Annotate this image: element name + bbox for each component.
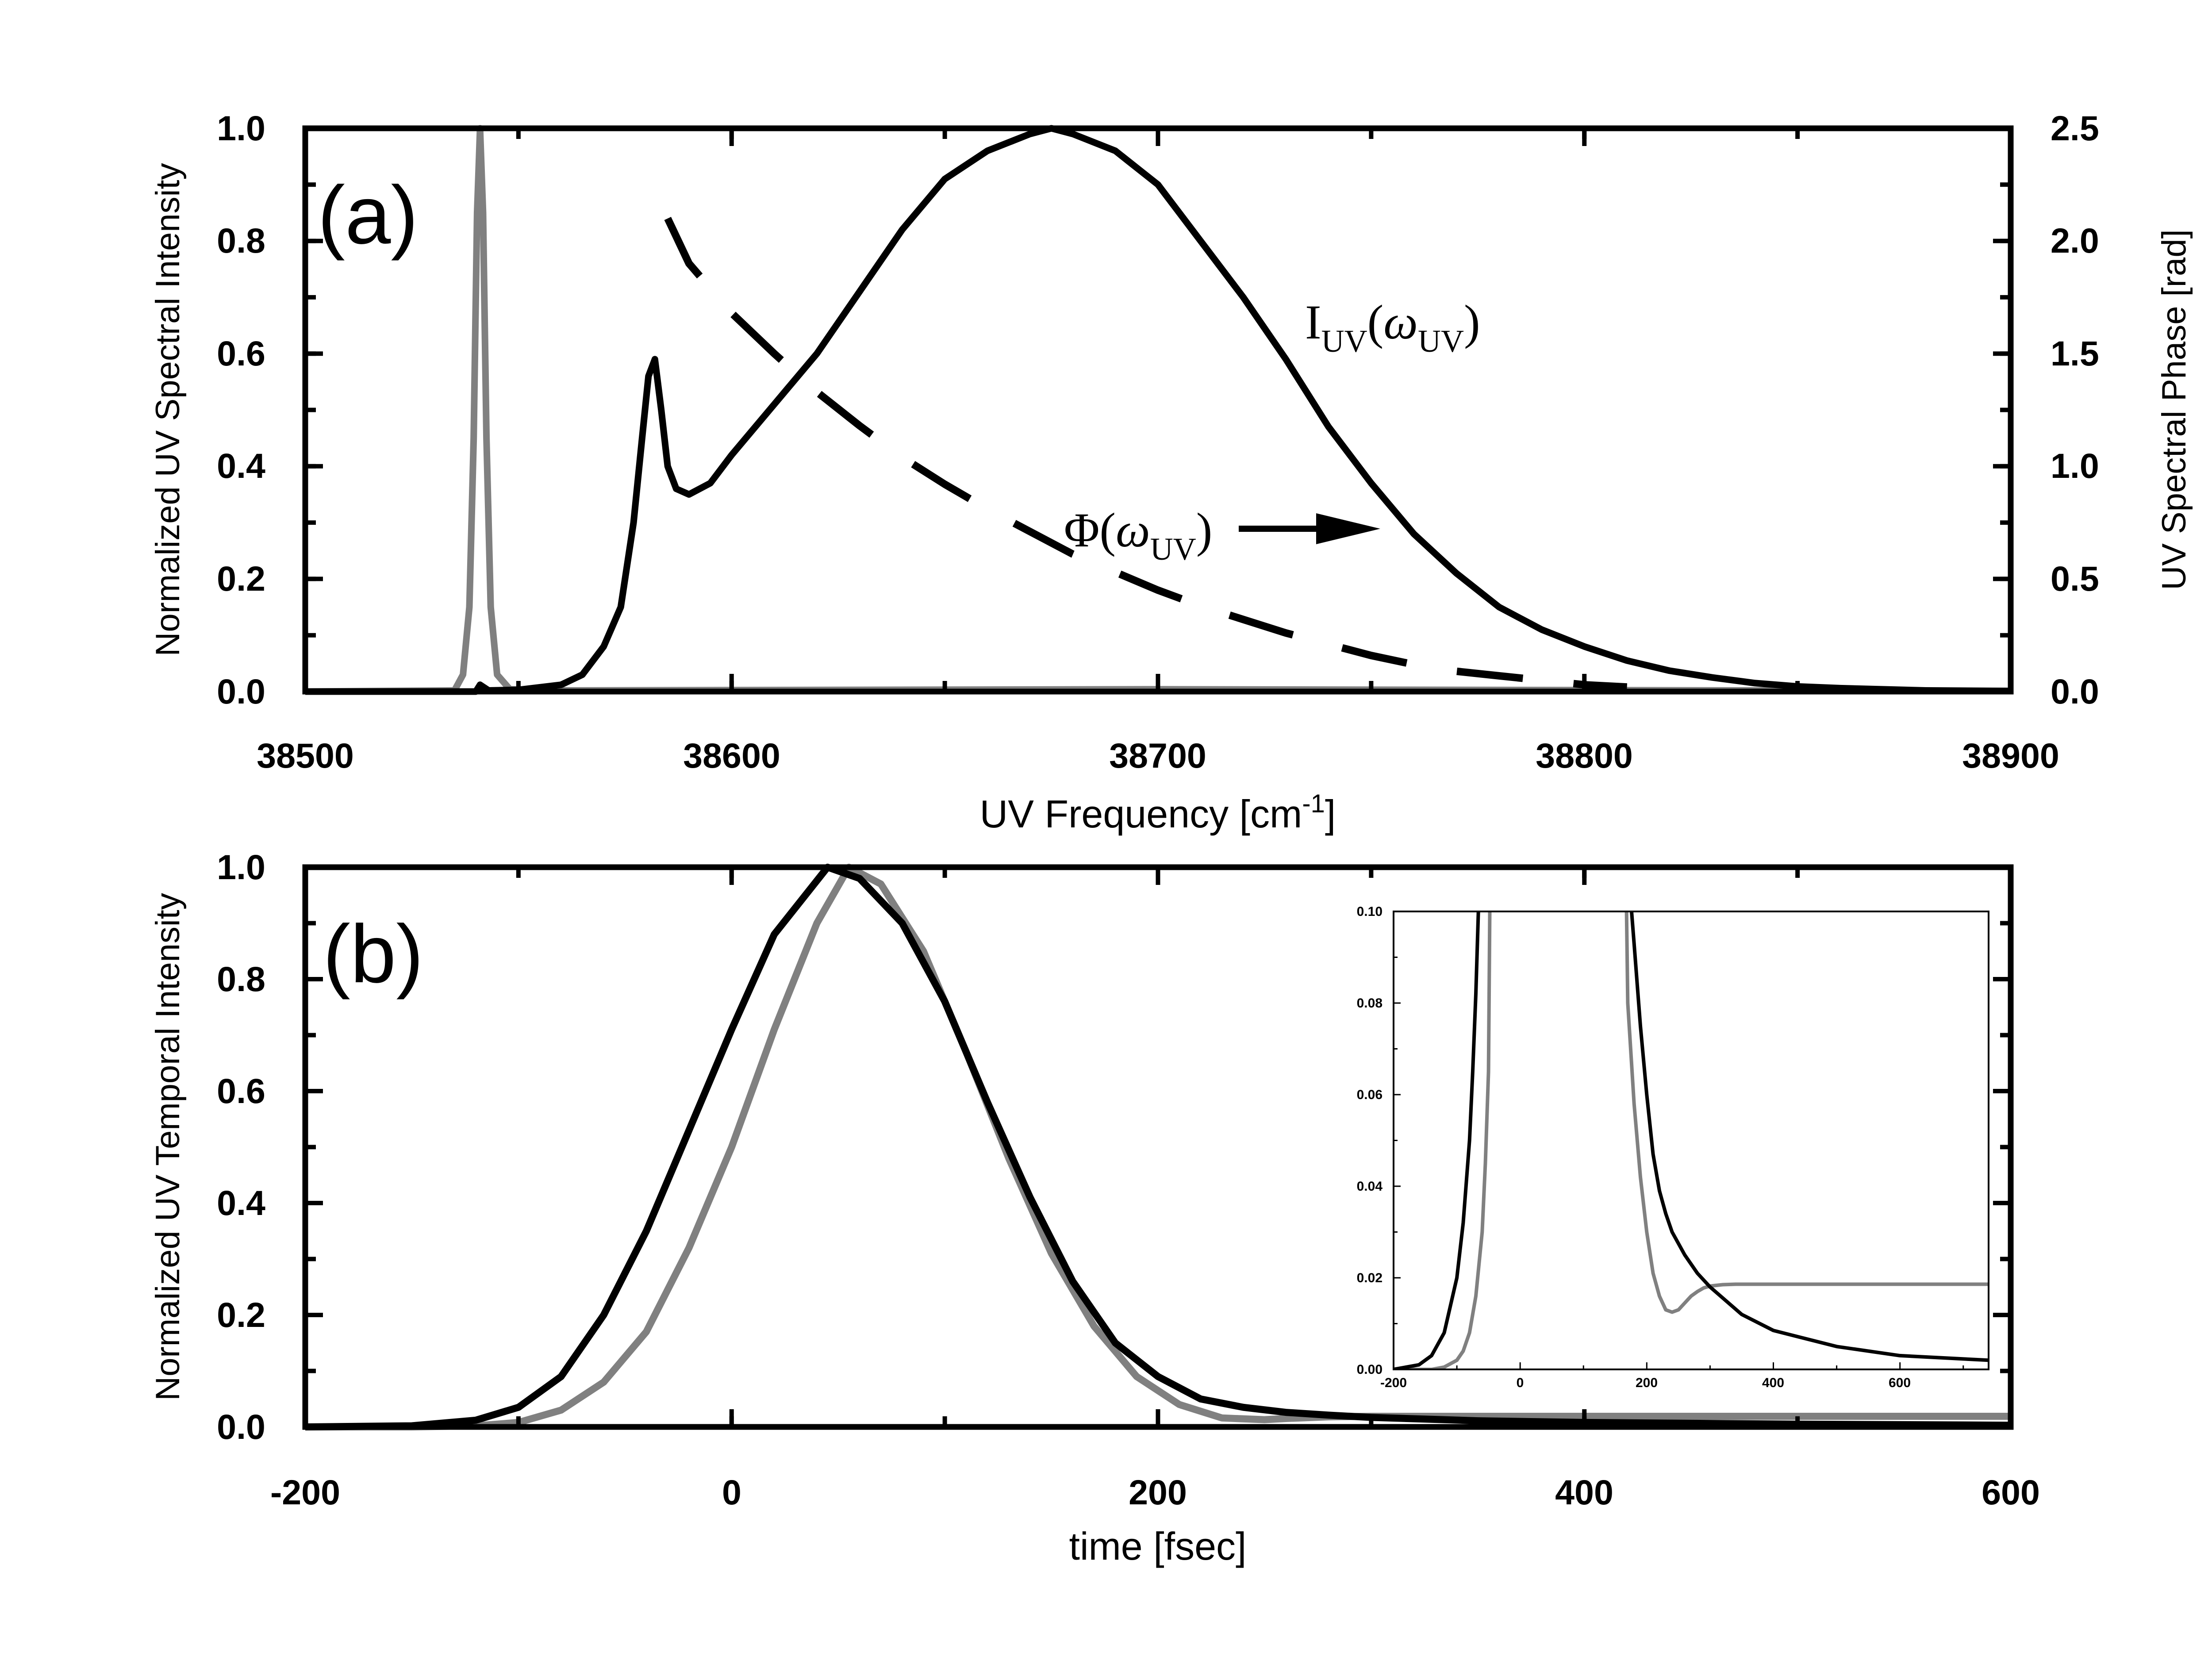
- inset-xtick-label: 0: [1517, 1376, 1524, 1390]
- a-xtick-label: 38800: [1536, 736, 1633, 775]
- a-ytick-label: 0.2: [217, 559, 265, 598]
- b-xtick-label: 0: [722, 1472, 741, 1512]
- a-y2tick-label: 2.5: [2051, 108, 2099, 148]
- a-xtick-label: 38700: [1109, 736, 1206, 775]
- a-ytick-label: 1.0: [217, 108, 265, 148]
- b-ytick-label: 1.0: [217, 847, 265, 887]
- a-y2tick-label: 2.0: [2051, 221, 2099, 260]
- inset-series-line: [1394, 911, 1989, 1369]
- b-ytick-label: 0.2: [217, 1295, 265, 1334]
- a-y2-axis-title: UV Spectral Phase [rad]: [2155, 229, 2193, 590]
- b-ytick-label: 0.4: [217, 1183, 265, 1223]
- inset-ticks: [1393, 911, 1964, 1370]
- a-xtick-label: 38500: [257, 736, 354, 775]
- inset-xtick-label: 400: [1762, 1376, 1784, 1390]
- a-ytick-label: 0.8: [217, 221, 265, 260]
- inset-background: [1394, 911, 1989, 1369]
- b-xtick-label: 200: [1129, 1472, 1187, 1512]
- a-xtick-label: 38900: [1962, 736, 2059, 775]
- a-x-axis-title: UV Frequency [cm-1]: [980, 789, 1336, 836]
- a-xtick-label: 38600: [683, 736, 780, 775]
- a-y2tick-label: 1.0: [2051, 446, 2099, 485]
- a-y2tick-label: 0.0: [2051, 672, 2099, 711]
- inset-ytick-label: 0.00: [1357, 1362, 1382, 1377]
- intensity-annotation: IUV(ωUV): [1305, 295, 1480, 359]
- b-ytick-label: 0.8: [217, 959, 265, 999]
- b-ytick-label: 0.6: [217, 1071, 265, 1111]
- panel-b-chart: (b) -200 0 200 400 600 0.0 0.2 0.4 0.6 0…: [149, 847, 2040, 1568]
- b-xtick-label: 400: [1555, 1472, 1613, 1512]
- b-ytick-label: 0.0: [217, 1407, 265, 1446]
- a-y-axis-title: Normalized UV Spectral Intensity: [149, 163, 187, 656]
- phase-annotation: Φ(ωUV): [1064, 503, 1212, 567]
- b-y-axis-title: Normalized UV Temporal Intensity: [149, 893, 187, 1401]
- panel-b-inset: -200 0 200 400 600 0.00 0.02 0.04 0.06 0…: [1357, 904, 1989, 1390]
- panel-a-chart: (a) 38500 38600 38700 38800 38900 0.0 0.…: [149, 108, 2193, 836]
- inset-ytick-label: 0.06: [1357, 1088, 1382, 1102]
- a-ytick-label: 0.4: [217, 446, 265, 485]
- inset-ytick-label: 0.08: [1357, 996, 1382, 1011]
- inset-ytick-label: 0.10: [1357, 904, 1382, 919]
- inset-xtick-label: 200: [1636, 1376, 1658, 1390]
- panel-b-label: (b): [323, 908, 423, 1000]
- panel-b-series: [305, 864, 2011, 1430]
- series-line: [305, 864, 2011, 1430]
- inset-series-line: [1394, 911, 1989, 1369]
- series-line: [664, 217, 1628, 691]
- inset-xtick-label: 600: [1889, 1376, 1911, 1390]
- a-ytick-label: 0.6: [217, 334, 265, 373]
- b-xtick-label: -200: [270, 1472, 340, 1512]
- b-x-axis-title: time [fsec]: [1069, 1524, 1247, 1568]
- a-ytick-label: 0.0: [217, 672, 265, 711]
- a-y2tick-label: 1.5: [2051, 334, 2099, 373]
- panel-a-label: (a): [318, 169, 418, 261]
- inset-ytick-label: 0.04: [1357, 1179, 1383, 1194]
- inset-xtick-label: -200: [1380, 1376, 1407, 1390]
- a-y2tick-label: 0.5: [2051, 559, 2099, 598]
- series-line: [305, 125, 2011, 695]
- b-xtick-label: 600: [1982, 1472, 2040, 1512]
- panel-b-ticks: [303, 865, 2013, 1429]
- panel-a-ticks: [303, 126, 2013, 694]
- inset-series: [1394, 911, 1989, 1369]
- inset-ytick-label: 0.02: [1357, 1271, 1382, 1285]
- phase-arrow-head: [1316, 513, 1380, 544]
